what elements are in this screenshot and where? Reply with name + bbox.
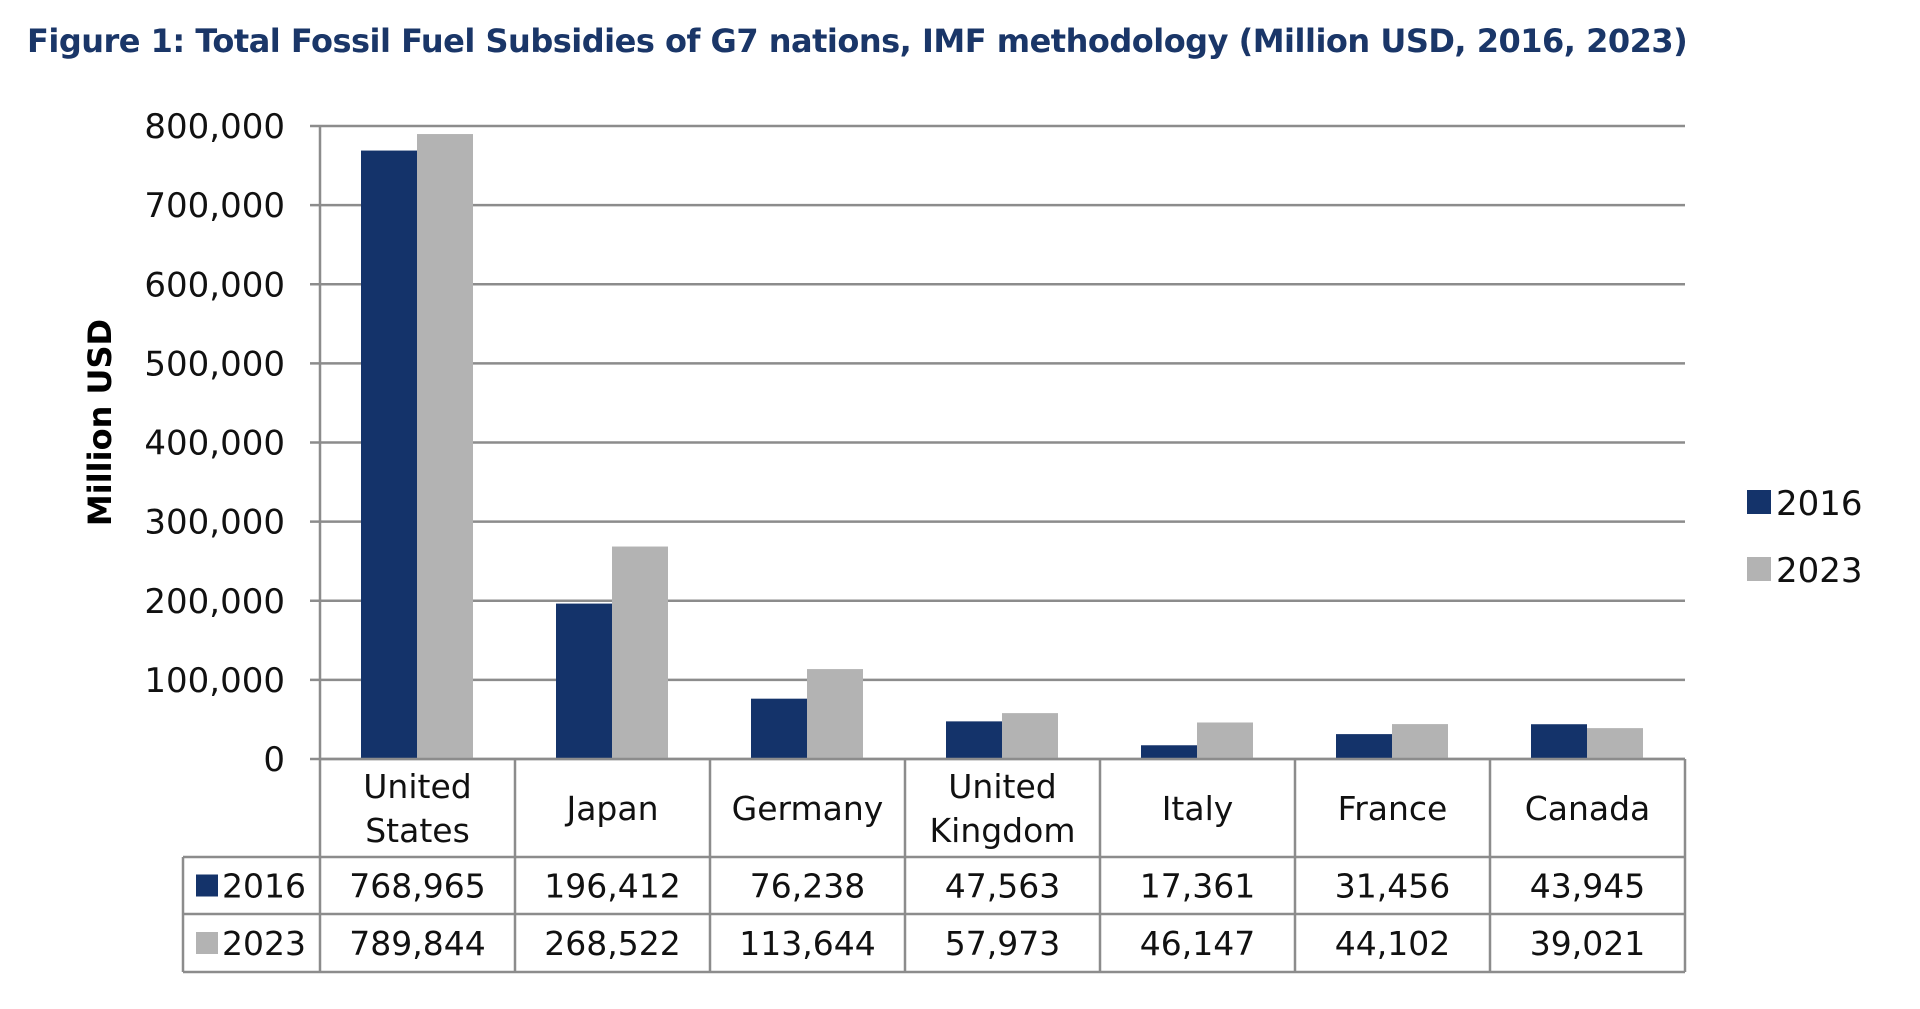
legend-key	[1747, 557, 1771, 581]
bar-2016	[946, 721, 1002, 759]
data-table-value: 113,644	[739, 924, 875, 963]
bar-2016	[361, 150, 417, 759]
y-tick-label: 500,000	[144, 344, 285, 384]
legend-label: 2023	[1776, 551, 1863, 591]
table-series-label: 2023	[222, 924, 306, 963]
bar-2016	[1336, 734, 1392, 759]
table-series-label: 2016	[222, 867, 306, 906]
bar-2016	[751, 698, 807, 759]
data-table-value: 196,412	[544, 867, 680, 906]
data-table-value: 57,973	[945, 924, 1060, 963]
table-legend-key	[196, 932, 218, 954]
y-tick-label: 0	[263, 740, 285, 780]
category-label: Canada	[1525, 789, 1651, 828]
chart-title: Figure 1: Total Fossil Fuel Subsidies of…	[27, 22, 1688, 60]
bar-2023	[1197, 722, 1253, 759]
y-tick-label: 200,000	[144, 582, 285, 622]
table-legend-key	[196, 874, 218, 897]
legend-label: 2016	[1776, 484, 1863, 524]
data-table-value: 43,945	[1530, 867, 1645, 906]
bar-2016	[1531, 724, 1587, 759]
data-table-value: 768,965	[349, 867, 485, 906]
category-label: United	[363, 767, 471, 806]
y-tick-label: 100,000	[144, 661, 285, 701]
data-table-value: 76,238	[750, 867, 865, 906]
y-tick-label: 600,000	[144, 265, 285, 305]
bar-2023	[1002, 713, 1058, 759]
data-table-value: 39,021	[1530, 924, 1645, 963]
bar-2023	[417, 134, 473, 759]
data-table-value: 17,361	[1140, 867, 1255, 906]
bar-2023	[1587, 728, 1643, 759]
bar-2016	[1141, 745, 1197, 759]
data-table-value: 44,102	[1335, 924, 1450, 963]
category-label: United	[948, 767, 1056, 806]
bar-2016	[556, 603, 612, 759]
category-label: Germany	[732, 789, 884, 828]
y-tick-label: 300,000	[144, 503, 285, 543]
data-table-value: 31,456	[1335, 867, 1450, 906]
y-axis-label: Million USD	[81, 319, 119, 526]
y-tick-label: 700,000	[144, 186, 285, 226]
bar-2023	[612, 546, 668, 759]
legend-key	[1747, 490, 1771, 514]
y-tick-label: 400,000	[144, 424, 285, 464]
category-label: Japan	[564, 789, 658, 828]
data-table-value: 47,563	[945, 867, 1060, 906]
bar-2023	[807, 669, 863, 759]
category-label: States	[365, 811, 470, 850]
data-table-value: 268,522	[544, 924, 680, 963]
bar-2023	[1392, 724, 1448, 759]
category-label: Kingdom	[930, 811, 1076, 850]
data-table-value: 46,147	[1140, 924, 1255, 963]
y-tick-label: 800,000	[144, 107, 285, 147]
category-label: Italy	[1162, 789, 1234, 828]
data-table-value: 789,844	[349, 924, 485, 963]
category-label: France	[1338, 789, 1448, 828]
